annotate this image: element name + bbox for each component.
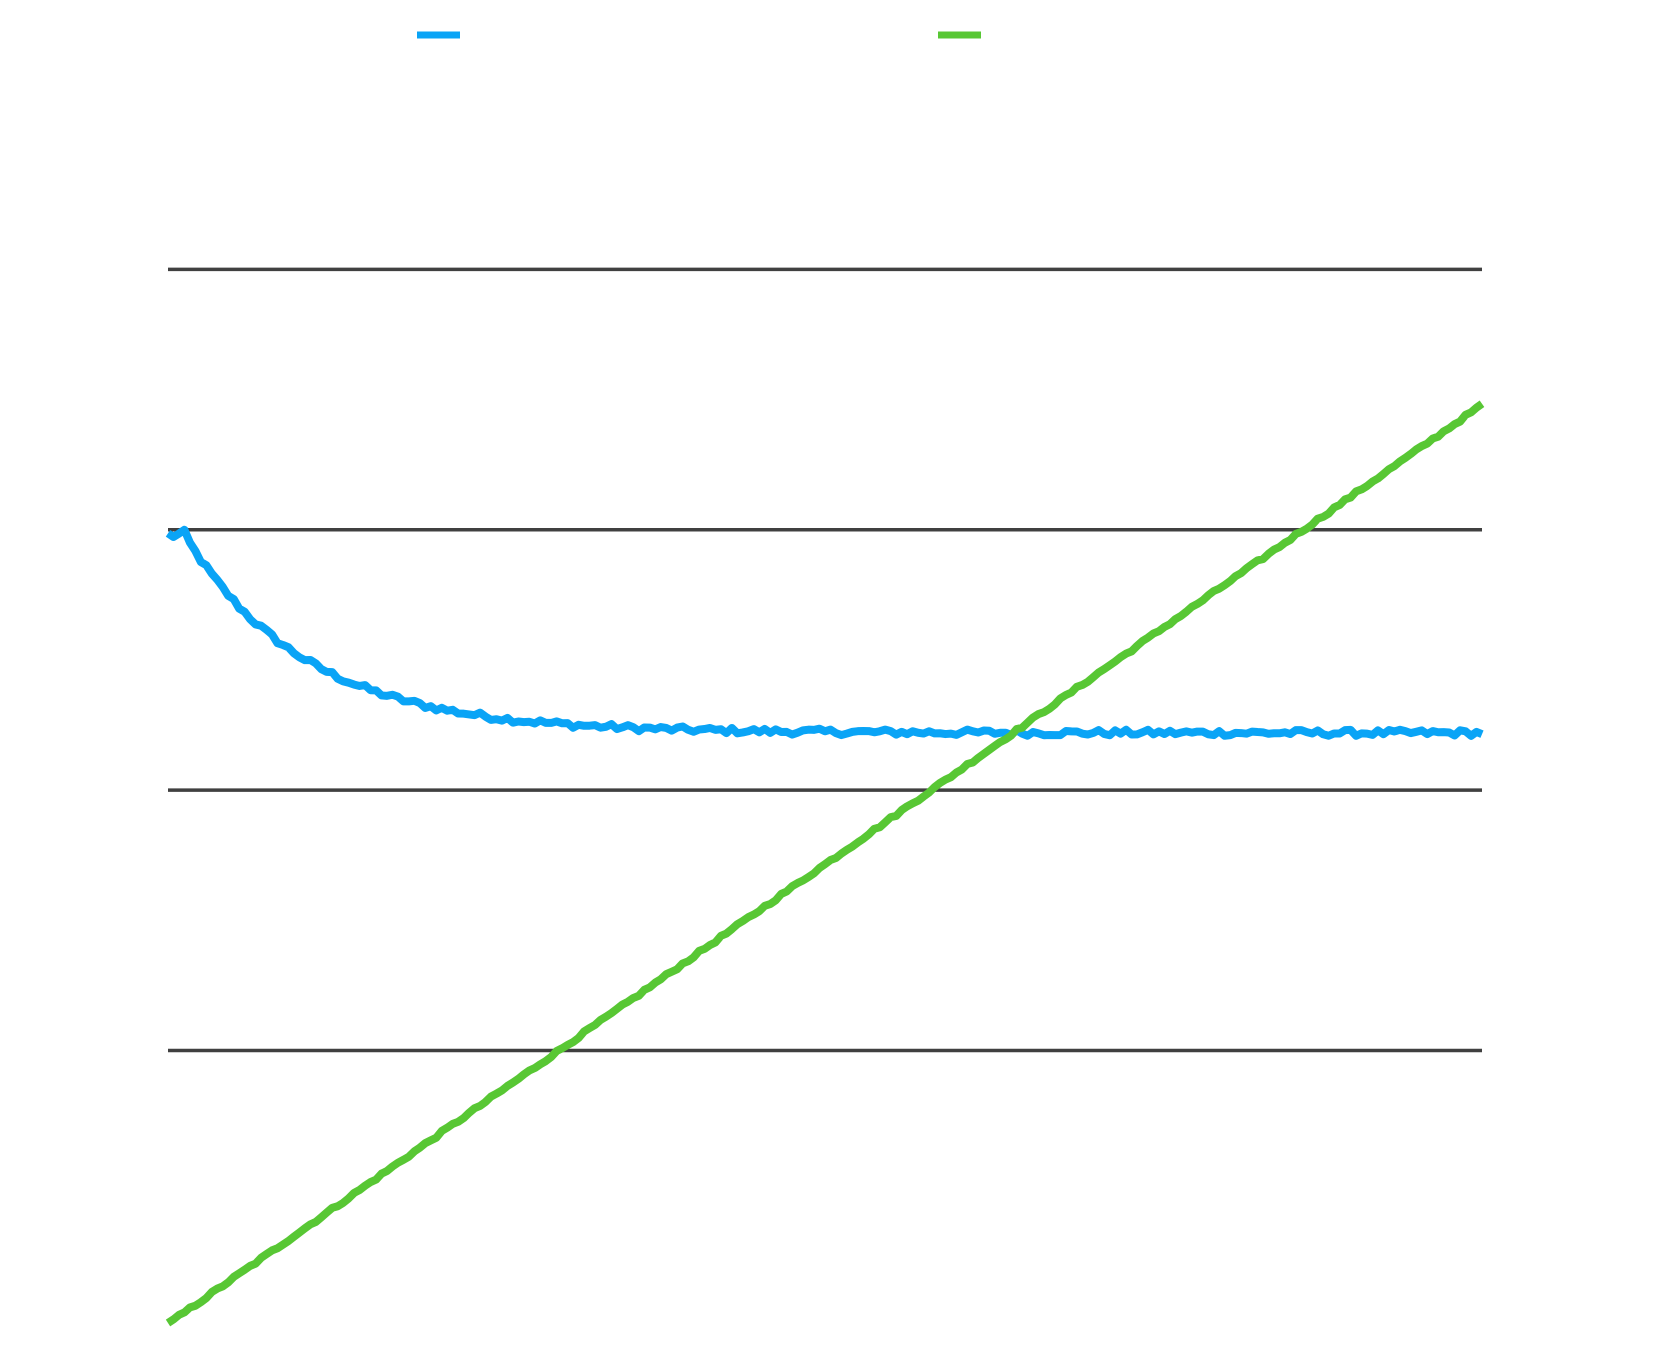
y-gridlines xyxy=(168,267,1482,1053)
series-lines xyxy=(165,400,1485,1327)
series-line-1 xyxy=(165,400,1485,1327)
series-line-0 xyxy=(165,525,1484,740)
